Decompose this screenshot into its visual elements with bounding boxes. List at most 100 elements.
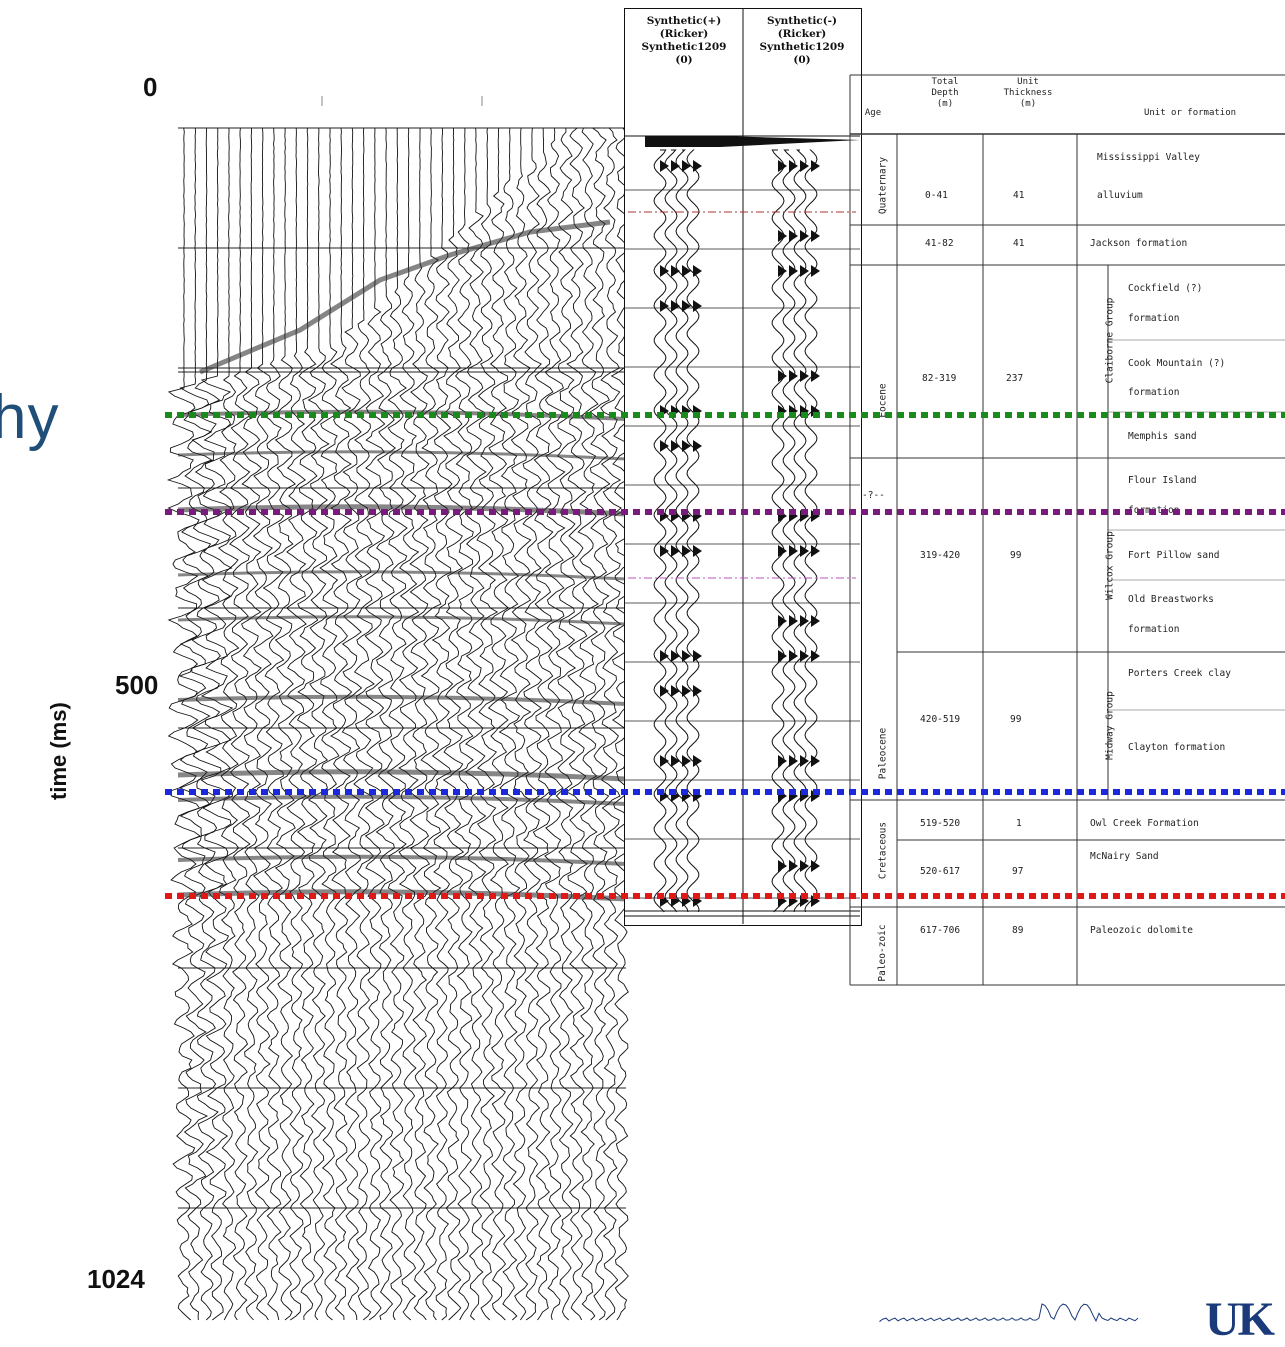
synth-peak (789, 860, 798, 872)
seismic-trace (285, 127, 307, 1321)
synth-peak (693, 650, 702, 662)
strat-header-unit: Unit or formation (1143, 108, 1237, 118)
synth-peak (789, 545, 798, 557)
seismic-trace (454, 127, 474, 1321)
seismic-trace (375, 127, 396, 1321)
seismic-trace (442, 127, 465, 1321)
slide-title-fragment: hy (0, 383, 60, 452)
seismic-trace (252, 127, 274, 1321)
unit-mississippi-valley: Mississippi Valley (1097, 152, 1200, 163)
synth-peak (789, 615, 798, 627)
unit-old-breastworks-formation: formation (1128, 624, 1180, 635)
synth-peak (682, 650, 691, 662)
synth-peak (660, 300, 669, 312)
unit-mcnairy: McNairy Sand (1090, 851, 1159, 862)
depth-0: 0-41 (925, 190, 948, 201)
seismic-event (177, 615, 627, 626)
synth-peak (789, 230, 798, 242)
seismic-trace (409, 127, 431, 1321)
synth-peak (800, 755, 809, 767)
synth-peak (682, 300, 691, 312)
depth-5: 519-520 (920, 818, 961, 829)
seismic-trace (476, 127, 499, 1321)
seismic-trace (498, 127, 521, 1321)
y-tick-500: 500 (115, 670, 159, 700)
synth-trace (771, 149, 785, 913)
unit-old-breastworks: Old Breastworks (1128, 594, 1214, 605)
seismic-trace (522, 127, 543, 1321)
synth-peak (789, 650, 798, 662)
seismic-trace (178, 127, 213, 1321)
synth-peak (789, 160, 798, 172)
synth-peak (800, 230, 809, 242)
unit-cook-mountain-formation: formation (1128, 387, 1180, 398)
synth-peak (682, 545, 691, 557)
seismic-trace (555, 127, 577, 1321)
seismic-event (177, 450, 627, 461)
synth-peak (693, 160, 702, 172)
seismic-trace (166, 127, 201, 1321)
synth-peak (660, 545, 669, 557)
seismic-trace (464, 127, 487, 1321)
seismic-trace (600, 127, 622, 1321)
synth-trace (664, 149, 678, 913)
synth-peak (660, 685, 669, 697)
synth-peak (811, 860, 820, 872)
strat-header-thickness: Unit Thickness (m) (1003, 77, 1053, 109)
synth-peak (671, 300, 680, 312)
unit-porters-creek: Porters Creek clay (1128, 668, 1231, 679)
first-arrival (199, 219, 611, 375)
thickness-1: 41 (1013, 238, 1025, 249)
seismic-trace (217, 127, 240, 1321)
thickness-6: 97 (1012, 866, 1024, 877)
thickness-3: 99 (1010, 550, 1022, 561)
synth-peak (693, 265, 702, 277)
seismic-trace (386, 127, 408, 1321)
synth-peak (671, 265, 680, 277)
synth-peak (778, 160, 787, 172)
synth-peak (682, 160, 691, 172)
synth-peak (789, 265, 798, 277)
synthetic-minus-header: Synthetic(-) (Ricker) Synthetic1209 (0) (759, 15, 845, 66)
synth-peak (693, 545, 702, 557)
depth-2: 82-319 (922, 373, 957, 384)
synth-peak (671, 440, 680, 452)
synth-peak (671, 755, 680, 767)
seismic-trace (307, 127, 330, 1321)
age-uncertain-mark: -?-- (862, 490, 885, 501)
thickness-5: 1 (1016, 818, 1022, 829)
synth-peak (811, 650, 820, 662)
synth-peak (693, 440, 702, 452)
synth-trace (675, 149, 689, 913)
synth-peak (671, 545, 680, 557)
strat-header-age: Age (864, 108, 882, 118)
synth-peak (682, 265, 691, 277)
seismic-trace (273, 128, 296, 1321)
depth-1: 41-82 (925, 238, 954, 249)
synth-peak (693, 685, 702, 697)
synth-peak (682, 440, 691, 452)
synth-peak (660, 265, 669, 277)
unit-cockfield: Cockfield (?) (1128, 283, 1203, 294)
synth-peak (660, 440, 669, 452)
seismic-trace (589, 127, 611, 1321)
unit-flour-island: Flour Island (1128, 475, 1197, 486)
synth-peak (660, 160, 669, 172)
synth-peak (811, 160, 820, 172)
synth-peak (778, 370, 787, 382)
thickness-2: 237 (1006, 373, 1024, 384)
seismic-trace (341, 127, 363, 1321)
depth-7: 617-706 (920, 925, 961, 936)
seismic-event (177, 794, 627, 806)
y-tick-0: 0 (143, 72, 158, 102)
synth-peak (778, 545, 787, 557)
synth-peak (800, 160, 809, 172)
synth-peak (811, 265, 820, 277)
seismic-event (177, 854, 627, 866)
seismic-trace (398, 127, 420, 1321)
thickness-0: 41 (1013, 190, 1025, 201)
unit-clayton: Clayton formation (1128, 742, 1226, 753)
synth-peak (800, 615, 809, 627)
seismic-trace (420, 127, 442, 1321)
